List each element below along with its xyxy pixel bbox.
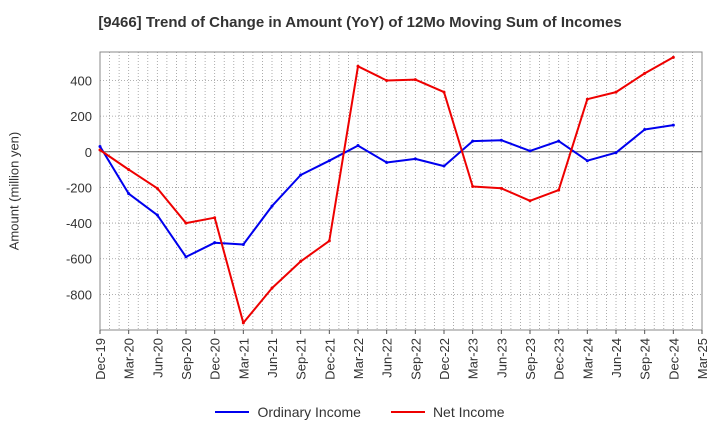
x-tick-label: Dec-22 xyxy=(437,338,452,380)
data-point-net-income xyxy=(184,221,188,225)
data-point-net-income xyxy=(241,321,245,325)
data-point-ordinary-income xyxy=(299,173,303,177)
data-point-net-income xyxy=(528,199,532,203)
x-tick-label: Dec-24 xyxy=(666,338,681,380)
data-point-ordinary-income xyxy=(127,192,131,196)
data-point-ordinary-income xyxy=(327,159,331,163)
x-tick-label: Mar-20 xyxy=(122,338,137,379)
x-tick-label: Sep-22 xyxy=(408,338,423,380)
x-tick-label: Dec-23 xyxy=(552,338,567,380)
legend-label-net-income: Net Income xyxy=(432,404,505,420)
plot-area xyxy=(100,52,702,330)
data-point-ordinary-income xyxy=(585,159,589,163)
x-tick-label: Mar-25 xyxy=(695,338,710,379)
legend-swatch-net-income xyxy=(390,411,425,413)
data-point-net-income xyxy=(442,90,446,94)
data-point-ordinary-income xyxy=(557,139,561,143)
x-tick-label: Jun-24 xyxy=(609,338,624,378)
y-tick-label: 200 xyxy=(70,109,92,124)
data-point-ordinary-income xyxy=(155,213,159,217)
data-point-ordinary-income xyxy=(356,144,360,148)
data-point-ordinary-income xyxy=(671,123,675,127)
data-point-ordinary-income xyxy=(442,164,446,168)
plot-border xyxy=(99,51,703,331)
data-point-net-income xyxy=(98,148,102,152)
x-tick-label: Jun-21 xyxy=(265,338,280,378)
data-point-ordinary-income xyxy=(413,157,417,161)
data-point-net-income xyxy=(385,79,389,83)
data-point-net-income xyxy=(127,168,131,172)
y-tick-label: 0 xyxy=(85,145,92,160)
data-point-net-income xyxy=(413,78,417,82)
x-tick-label: Sep-20 xyxy=(179,338,194,380)
data-point-net-income xyxy=(327,239,331,243)
x-tick-label: Jun-22 xyxy=(380,338,395,378)
x-tick-label: Mar-23 xyxy=(466,338,481,379)
data-point-net-income xyxy=(614,90,618,94)
data-point-ordinary-income xyxy=(614,151,618,155)
data-point-ordinary-income xyxy=(643,128,647,132)
data-point-ordinary-income xyxy=(385,160,389,164)
legend-label-ordinary-income: Ordinary Income xyxy=(257,404,361,420)
data-point-ordinary-income xyxy=(270,204,274,208)
legend: Ordinary Income Net Income xyxy=(0,404,720,420)
x-tick-label: Sep-24 xyxy=(638,338,653,380)
y-tick-label: -400 xyxy=(66,216,92,231)
chart-title: [9466] Trend of Change in Amount (YoY) o… xyxy=(98,14,622,31)
data-point-net-income xyxy=(671,55,675,59)
y-tick-label: -200 xyxy=(66,180,92,195)
x-tick-label: Dec-21 xyxy=(322,338,337,380)
data-point-net-income xyxy=(356,64,360,68)
x-tick-label: Mar-24 xyxy=(580,338,595,379)
data-point-net-income xyxy=(299,259,303,263)
x-tick-label: Jun-23 xyxy=(494,338,509,378)
legend-item-net-income: Net Income xyxy=(390,404,505,420)
data-point-net-income xyxy=(155,186,159,190)
x-tick-label: Sep-23 xyxy=(523,338,538,380)
data-point-ordinary-income xyxy=(98,144,102,148)
y-tick-label: 400 xyxy=(70,74,92,89)
x-tick-label: Sep-21 xyxy=(294,338,309,380)
x-tick-label: Dec-19 xyxy=(93,338,108,380)
y-tick-label: -800 xyxy=(66,287,92,302)
y-tick-label: -600 xyxy=(66,252,92,267)
data-point-ordinary-income xyxy=(471,139,475,143)
x-tick-label: Mar-21 xyxy=(236,338,251,379)
data-point-ordinary-income xyxy=(184,255,188,259)
x-tick-label: Jun-20 xyxy=(150,338,165,378)
legend-swatch-ordinary-income xyxy=(215,411,250,413)
x-tick-label: Mar-22 xyxy=(351,338,366,379)
data-point-net-income xyxy=(213,216,217,220)
data-point-net-income xyxy=(643,71,647,75)
data-point-ordinary-income xyxy=(213,241,217,245)
data-point-net-income xyxy=(585,97,589,101)
data-point-net-income xyxy=(499,186,503,190)
data-point-ordinary-income xyxy=(499,138,503,142)
legend-item-ordinary-income: Ordinary Income xyxy=(215,404,361,420)
data-point-net-income xyxy=(557,188,561,192)
data-point-ordinary-income xyxy=(528,149,532,153)
data-point-ordinary-income xyxy=(241,242,245,246)
x-tick-label: Dec-20 xyxy=(208,338,223,380)
data-point-net-income xyxy=(270,286,274,290)
data-point-net-income xyxy=(471,185,475,189)
